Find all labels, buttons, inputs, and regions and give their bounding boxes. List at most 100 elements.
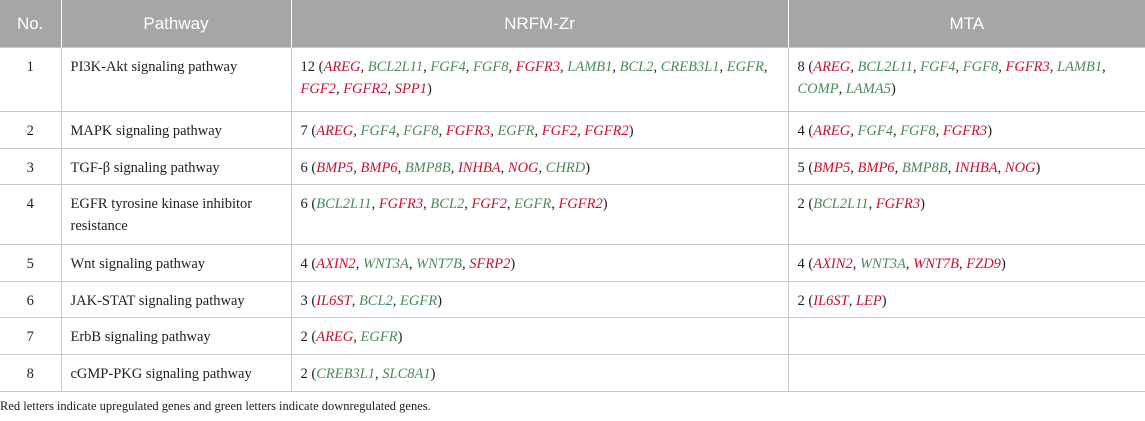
gene-count: 2 bbox=[797, 196, 805, 212]
gene-symbol: WNT7B bbox=[416, 256, 463, 272]
gene-symbol: SPP1 bbox=[394, 81, 427, 97]
gene-symbol: INHBA bbox=[457, 160, 501, 176]
gene-symbol: AREG bbox=[813, 123, 851, 139]
gene-symbol: IL6ST bbox=[813, 293, 849, 309]
mta-genes: 2 (IL6ST, LEP) bbox=[787, 281, 1145, 318]
gene-symbol: NOG bbox=[1004, 160, 1036, 176]
gene-count: 4 bbox=[797, 123, 805, 139]
column-header-pathway: Pathway bbox=[60, 0, 291, 48]
row-number: 3 bbox=[0, 148, 62, 185]
gene-symbol: BMP8B bbox=[404, 160, 451, 176]
gene-symbol: COMP bbox=[797, 81, 839, 97]
gene-symbol: FGFR2 bbox=[343, 81, 388, 97]
gene-symbol: CHRD bbox=[545, 160, 586, 176]
gene-symbol: WNT7B bbox=[913, 256, 960, 272]
gene-count: 6 bbox=[300, 196, 308, 212]
gene-symbol: WNT3A bbox=[362, 256, 409, 272]
header-row: No. Pathway NRFM-Zr MTA bbox=[0, 0, 1145, 48]
nrfm-zr-genes: 4 (AXIN2, WNT3A, WNT7B, SFRP2) bbox=[290, 244, 789, 282]
gene-symbol: FGF4 bbox=[857, 123, 893, 139]
pathway-name: ErbB signaling pathway bbox=[60, 317, 292, 355]
mta-genes: 5 (BMP5, BMP6, BMP8B, INHBA, NOG) bbox=[787, 148, 1145, 185]
gene-symbol: LAMA5 bbox=[845, 81, 891, 97]
mta-genes bbox=[787, 317, 1145, 355]
gene-symbol: FGF2 bbox=[471, 196, 507, 212]
gene-symbol: FGF8 bbox=[900, 123, 936, 139]
gene-symbol: EGFR bbox=[360, 329, 398, 345]
gene-symbol: AXIN2 bbox=[813, 256, 853, 272]
gene-symbol: AXIN2 bbox=[316, 256, 356, 272]
row-number: 2 bbox=[0, 111, 62, 149]
gene-symbol: WNT3A bbox=[859, 256, 906, 272]
gene-symbol: FGF4 bbox=[920, 59, 956, 75]
pathway-name: JAK-STAT signaling pathway bbox=[60, 281, 292, 318]
row-number: 8 bbox=[0, 354, 62, 392]
table-row: 5 Wnt signaling pathway 4 (AXIN2, WNT3A,… bbox=[0, 244, 1145, 282]
mta-genes: 4 (AXIN2, WNT3A, WNT7B, FZD9) bbox=[787, 244, 1145, 282]
gene-symbol: BMP6 bbox=[360, 160, 398, 176]
gene-symbol: LEP bbox=[855, 293, 882, 309]
gene-symbol: IL6ST bbox=[316, 293, 352, 309]
nrfm-zr-genes: 6 (BMP5, BMP6, BMP8B, INHBA, NOG, CHRD) bbox=[290, 148, 789, 185]
gene-count: 12 bbox=[300, 59, 316, 75]
gene-symbol: BMP6 bbox=[857, 160, 895, 176]
gene-symbol: BCL2L11 bbox=[857, 59, 913, 75]
gene-symbol: FGFR3 bbox=[445, 123, 491, 139]
gene-symbol: EGFR bbox=[497, 123, 535, 139]
gene-count: 3 bbox=[300, 293, 308, 309]
gene-count: 7 bbox=[300, 123, 308, 139]
gene-symbol: BCL2L11 bbox=[813, 196, 869, 212]
column-header-mta: MTA bbox=[787, 0, 1145, 48]
nrfm-zr-genes: 12 (AREG, BCL2L11, FGF4, FGF8, FGFR3, LA… bbox=[290, 47, 789, 112]
pathway-name: TGF-β signaling pathway bbox=[60, 148, 292, 185]
gene-symbol: FGFR3 bbox=[515, 59, 561, 75]
gene-symbol: FGFR3 bbox=[875, 196, 921, 212]
table-row: 6 JAK-STAT signaling pathway 3 (IL6ST, B… bbox=[0, 281, 1145, 318]
pathway-name: MAPK signaling pathway bbox=[60, 111, 292, 149]
nrfm-zr-genes: 2 (CREB3L1, SLC8A1) bbox=[290, 354, 789, 392]
table-row: 3 TGF-β signaling pathway 6 (BMP5, BMP6,… bbox=[0, 148, 1145, 185]
pathway-name: EGFR tyrosine kinase inhibitor resistanc… bbox=[60, 184, 292, 245]
gene-count: 4 bbox=[300, 256, 308, 272]
gene-count: 4 bbox=[797, 256, 805, 272]
gene-symbol: AREG bbox=[323, 59, 361, 75]
gene-symbol: BMP8B bbox=[901, 160, 948, 176]
gene-symbol: EGFR bbox=[400, 293, 438, 309]
gene-symbol: BMP5 bbox=[813, 160, 851, 176]
nrfm-zr-genes: 7 (AREG, FGF4, FGF8, FGFR3, EGFR, FGF2, … bbox=[290, 111, 789, 149]
gene-symbol: BCL2L11 bbox=[367, 59, 424, 75]
gene-symbol: FGF2 bbox=[541, 123, 578, 139]
gene-symbol: LAMB1 bbox=[567, 59, 613, 75]
gene-symbol: BMP5 bbox=[316, 160, 354, 176]
gene-symbol: AREG bbox=[813, 59, 851, 75]
pathway-name: cGMP-PKG signaling pathway bbox=[60, 354, 292, 392]
gene-symbol: BCL2 bbox=[430, 196, 465, 212]
mta-genes: 4 (AREG, FGF4, FGF8, FGFR3) bbox=[787, 111, 1145, 149]
pathway-table: No. Pathway NRFM-Zr MTA 1 PI3K-Akt signa… bbox=[0, 0, 1145, 392]
mta-genes: 2 (BCL2L11, FGFR3) bbox=[787, 184, 1145, 245]
mta-genes bbox=[787, 354, 1145, 392]
gene-count: 8 bbox=[797, 59, 805, 75]
gene-symbol: AREG bbox=[316, 329, 354, 345]
gene-symbol: AREG bbox=[316, 123, 354, 139]
gene-symbol: EGFR bbox=[726, 59, 764, 75]
table-row: 1 PI3K-Akt signaling pathway 12 (AREG, B… bbox=[0, 47, 1145, 112]
gene-symbol: FGF4 bbox=[430, 59, 466, 75]
table-row: 7 ErbB signaling pathway 2 (AREG, EGFR) bbox=[0, 317, 1145, 355]
gene-symbol: BCL2 bbox=[619, 59, 654, 75]
pathway-name: PI3K-Akt signaling pathway bbox=[60, 47, 292, 112]
row-number: 4 bbox=[0, 184, 62, 245]
row-number: 5 bbox=[0, 244, 62, 282]
gene-symbol: FGFR2 bbox=[558, 196, 603, 212]
gene-count: 2 bbox=[300, 329, 308, 345]
gene-symbol: BCL2L11 bbox=[316, 196, 372, 212]
column-header-nrfm-zr: NRFM-Zr bbox=[290, 0, 788, 48]
gene-symbol: FGF4 bbox=[360, 123, 396, 139]
gene-symbol: FGFR3 bbox=[1005, 59, 1050, 75]
gene-symbol: EGFR bbox=[514, 196, 552, 212]
gene-count: 2 bbox=[300, 366, 308, 382]
column-header-no: No. bbox=[0, 0, 61, 48]
gene-symbol: FGF2 bbox=[300, 81, 336, 97]
row-number: 6 bbox=[0, 281, 62, 318]
gene-symbol: SFRP2 bbox=[469, 256, 511, 272]
